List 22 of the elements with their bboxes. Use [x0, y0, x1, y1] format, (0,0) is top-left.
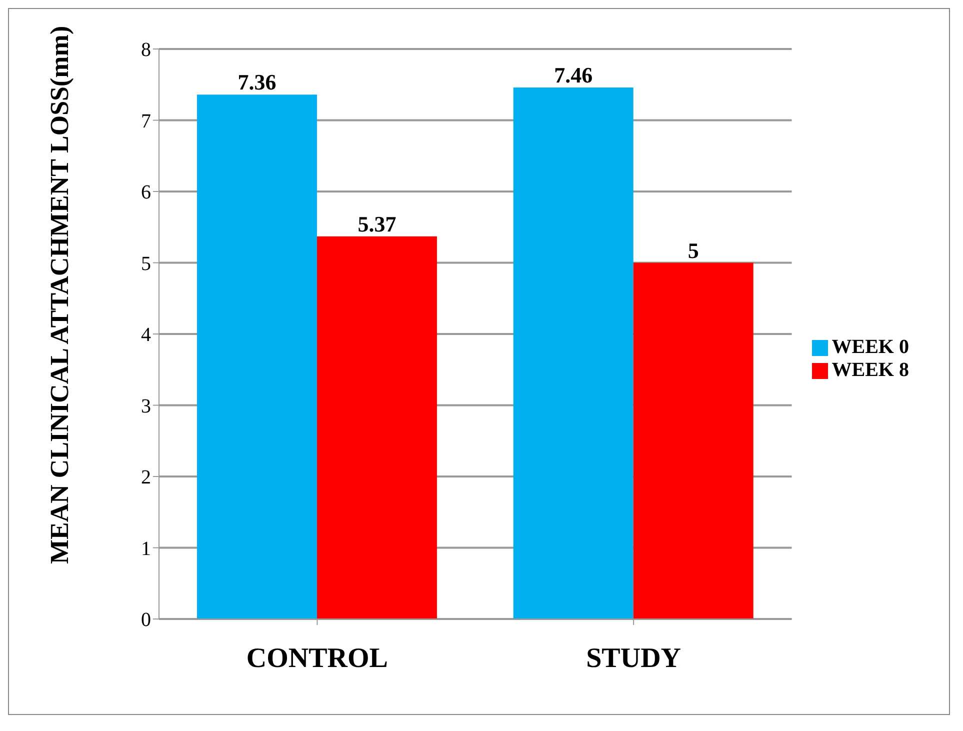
y-tick-label: 1: [141, 538, 151, 560]
y-tick-label: 0: [141, 609, 151, 632]
data-label: 5.37: [358, 211, 396, 236]
y-axis-title: MEAN CLINICAL ATTACHMENT LOSS(mm): [45, 26, 74, 564]
legend-label: WEEK 8: [832, 359, 909, 381]
bar: [316, 236, 437, 619]
x-tick-label: STUDY: [586, 642, 682, 674]
y-tick-label: 5: [141, 252, 151, 275]
y-tick-label: 3: [141, 395, 151, 418]
y-tick-label: 2: [141, 466, 151, 489]
x-tick-label: CONTROL: [246, 642, 388, 674]
data-label: 5: [688, 238, 699, 263]
y-tick-label: 4: [141, 324, 151, 346]
bar: [633, 262, 754, 619]
bar: [196, 94, 317, 619]
y-tick-label: 6: [141, 182, 151, 204]
data-label: 7.46: [554, 62, 593, 88]
y-tick-label: 8: [141, 39, 151, 62]
legend-label: WEEK 0: [832, 336, 909, 358]
bar: [513, 87, 634, 619]
y-tick-label: 7: [141, 110, 151, 132]
data-label: 7.36: [238, 70, 276, 95]
